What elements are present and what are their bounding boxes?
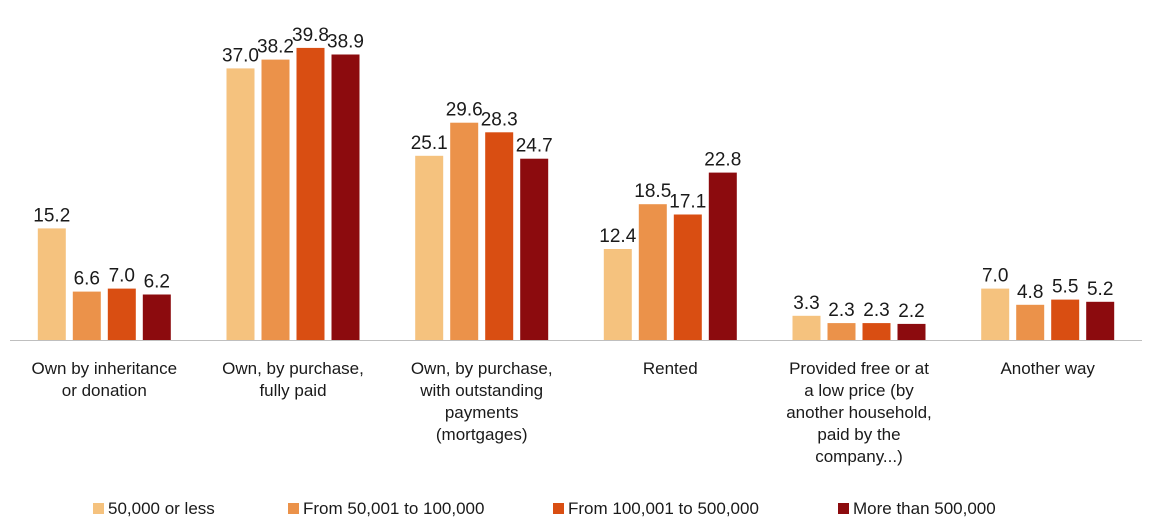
bars-layer — [37, 47, 1115, 341]
bar — [897, 323, 926, 340]
category-label: Rented — [643, 359, 698, 378]
legend-item: More than 500,000 — [838, 499, 996, 518]
bar — [296, 47, 325, 341]
bar — [485, 132, 514, 340]
bar-value-label: 38.9 — [327, 32, 364, 53]
bar — [261, 59, 290, 340]
legend-swatch — [93, 503, 104, 514]
bar-value-label: 25.1 — [411, 133, 448, 154]
bar — [331, 54, 360, 340]
category-label: Own by inheritance or donation — [32, 359, 178, 400]
category-labels-layer: Own by inheritance or donation Own, by pur… — [32, 359, 1096, 466]
bar-value-label: 6.6 — [74, 269, 100, 290]
value-labels-layer: 15.2 6.6 7.0 6.2 37.038.239.838.9 25.1 29.628.… — [33, 25, 1113, 322]
category-label: Another way — [1000, 359, 1095, 378]
bar-value-label: 7.0 — [109, 266, 135, 287]
legend-swatch — [838, 503, 849, 514]
bar — [827, 323, 856, 340]
bar-value-label: 7.0 — [982, 266, 1008, 287]
bar — [415, 155, 444, 340]
category-label: Own, by purchase, with outstanding payment… — [411, 359, 553, 444]
bar-value-label: 18.5 — [634, 181, 671, 202]
bar — [708, 172, 737, 340]
category-label: Own, by purchase, fully paid — [222, 359, 364, 400]
legend-label: More than 500,000 — [853, 499, 996, 518]
bar — [107, 288, 136, 340]
bar-value-label: 2.2 — [898, 301, 924, 322]
legend: 50,000 or less From 50,001 to 100,000 From… — [93, 499, 996, 518]
bar-value-label: 15.2 — [33, 205, 70, 226]
bar-value-label: 5.2 — [1087, 279, 1113, 300]
bar-value-label: 24.7 — [516, 136, 553, 157]
bar — [450, 122, 479, 340]
bar-value-label: 4.8 — [1017, 282, 1043, 303]
bar-value-label: 29.6 — [446, 100, 483, 121]
bar — [1051, 299, 1080, 340]
bar — [862, 323, 891, 340]
bar-value-label: 38.2 — [257, 37, 294, 58]
legend-label: From 50,001 to 100,000 — [303, 499, 484, 518]
bar — [226, 68, 255, 341]
category-label: Provided free or at a low price (by anothe… — [786, 359, 932, 466]
bar — [603, 249, 632, 340]
bar — [72, 291, 101, 340]
bar-value-label: 22.8 — [704, 150, 741, 171]
legend-item: From 100,001 to 500,000 — [553, 499, 759, 518]
legend-label: 50,000 or less — [108, 499, 215, 518]
bar — [142, 294, 171, 340]
bar-value-label: 17.1 — [669, 192, 706, 213]
legend-item: From 50,001 to 100,000 — [288, 499, 484, 518]
bar-value-label: 28.3 — [481, 109, 518, 130]
legend-swatch — [553, 503, 564, 514]
bar — [520, 158, 549, 340]
bar-value-label: 2.3 — [828, 300, 854, 321]
bar-value-label: 3.3 — [793, 293, 819, 314]
bar-value-label: 5.5 — [1052, 277, 1078, 298]
legend-swatch — [288, 503, 299, 514]
bar — [792, 315, 821, 340]
bar-value-label: 12.4 — [599, 226, 636, 247]
legend-item: 50,000 or less — [93, 499, 215, 518]
bar — [981, 288, 1010, 340]
bar — [673, 214, 702, 340]
bar-value-label: 39.8 — [292, 25, 329, 46]
bar-value-label: 37.0 — [222, 45, 259, 66]
legend-label: From 100,001 to 500,000 — [568, 499, 759, 518]
bar — [1016, 304, 1045, 340]
bar — [1086, 301, 1115, 340]
bar-value-label: 2.3 — [863, 300, 889, 321]
bar-value-label: 6.2 — [144, 272, 170, 293]
bar — [37, 228, 66, 340]
bar — [638, 204, 667, 340]
